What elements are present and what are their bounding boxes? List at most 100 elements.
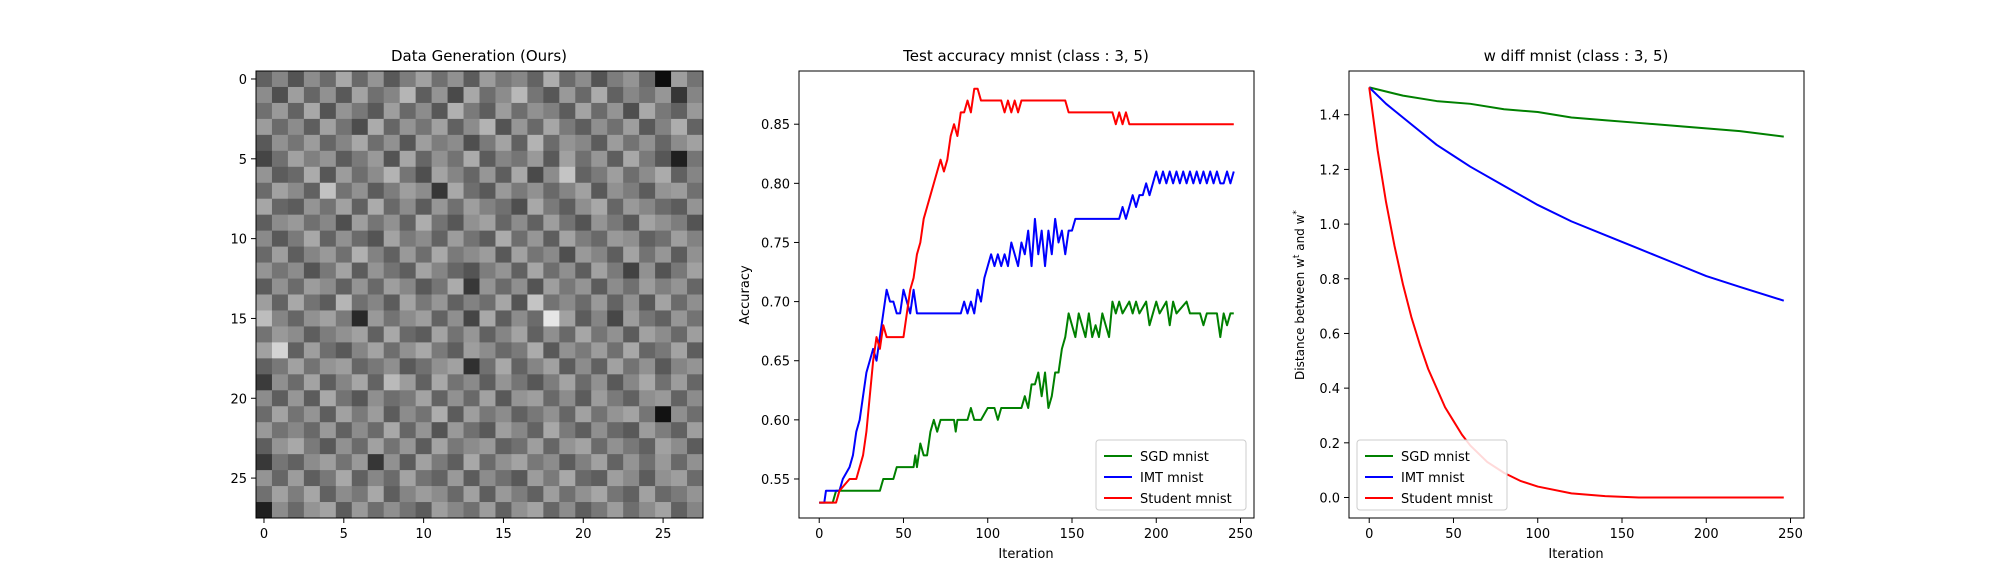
heatmap-cell xyxy=(271,470,289,487)
heatmap-cell xyxy=(335,406,353,423)
heatmap-cell xyxy=(687,438,704,455)
heatmap-cell xyxy=(271,390,289,407)
heatmap-cell xyxy=(527,374,544,391)
heatmap-cell xyxy=(415,134,432,152)
heatmap-cell xyxy=(383,390,401,407)
heatmap-cell xyxy=(511,310,528,327)
heatmap-cell xyxy=(319,182,337,200)
heatmap-cell xyxy=(287,422,305,439)
heatmap-cell xyxy=(351,470,369,487)
heatmap-cell xyxy=(607,278,624,295)
heatmap-cell xyxy=(671,198,688,216)
heatmap-cell xyxy=(511,294,528,311)
heatmap-cell xyxy=(319,326,337,343)
heatmap-cell xyxy=(383,502,401,519)
heatmap-cell xyxy=(495,294,512,311)
heatmap-cell xyxy=(335,182,353,200)
heatmap-cell xyxy=(256,246,273,263)
heatmap-cells xyxy=(256,71,704,519)
x-tick-label: 20 xyxy=(575,527,592,542)
heatmap-cell xyxy=(671,134,688,152)
heatmap-cell xyxy=(463,198,480,216)
y-tick-label: 1.2 xyxy=(1319,163,1340,178)
heatmap-cell xyxy=(591,390,608,407)
heatmap-cell xyxy=(399,390,417,407)
heatmap-cell xyxy=(671,102,688,120)
heatmap-cell xyxy=(367,246,385,263)
heatmap-cell xyxy=(319,246,337,263)
heatmap-cell xyxy=(655,71,672,88)
heatmap-cell xyxy=(559,86,576,104)
heatmap-cell xyxy=(495,502,512,519)
heatmap-cell xyxy=(575,230,592,247)
heatmap-cell xyxy=(479,150,496,168)
heatmap-cell xyxy=(607,454,624,471)
heatmap-cell xyxy=(639,198,656,216)
heatmap-cell xyxy=(415,198,432,216)
heatmap-cell xyxy=(527,390,544,407)
heatmap-cell xyxy=(447,406,464,423)
heatmap-cell xyxy=(607,166,624,184)
heatmap-cell xyxy=(415,262,432,279)
heatmap-cell xyxy=(559,262,576,279)
heatmap-cell xyxy=(335,326,353,343)
heatmap-cell xyxy=(256,390,273,407)
heatmap-cell xyxy=(559,438,576,455)
heatmap-cell xyxy=(447,342,464,359)
heatmap-cell xyxy=(495,438,512,455)
heatmap-cell xyxy=(383,406,401,423)
heatmap-cell xyxy=(543,374,560,391)
heatmap-cell xyxy=(303,294,321,311)
heatmap-cell xyxy=(319,71,337,88)
heatmap-cell xyxy=(639,358,656,375)
heatmap-cell xyxy=(607,486,624,503)
heatmap-cell xyxy=(671,454,688,471)
heatmap-cell xyxy=(543,150,560,168)
heatmap-cell xyxy=(575,294,592,311)
heatmap-cell xyxy=(559,358,576,375)
heatmap-cell xyxy=(303,406,321,423)
heatmap-x-ticks: 0 5 10 15 20 25 xyxy=(260,518,671,542)
heatmap-cell xyxy=(399,502,417,519)
heatmap-cell xyxy=(687,166,704,184)
heatmap-cell xyxy=(415,454,432,471)
heatmap-cell xyxy=(335,86,353,104)
heatmap-cell xyxy=(687,182,704,200)
heatmap-cell xyxy=(591,182,608,200)
heatmap-cell xyxy=(687,134,704,152)
heatmap-cell xyxy=(287,310,305,327)
heatmap-cell xyxy=(319,342,337,359)
heatmap-cell xyxy=(511,134,528,152)
heatmap-cell xyxy=(559,486,576,503)
heatmap-cell xyxy=(623,198,640,216)
heatmap-cell xyxy=(495,166,512,184)
x-tick-label: 100 xyxy=(1525,527,1550,542)
heatmap-cell xyxy=(687,294,704,311)
heatmap-cell xyxy=(463,71,480,88)
heatmap-cell xyxy=(271,214,289,232)
heatmap-cell xyxy=(543,262,560,279)
heatmap-cell xyxy=(447,262,464,279)
y-tick-label: 0.55 xyxy=(761,473,790,488)
heatmap-cell xyxy=(256,358,273,375)
heatmap-cell xyxy=(415,358,432,375)
heatmap-cell xyxy=(383,342,401,359)
heatmap-cell xyxy=(335,486,353,503)
x-tick-label: 100 xyxy=(975,527,1000,542)
heatmap-cell xyxy=(639,278,656,295)
heatmap-cell xyxy=(575,310,592,327)
heatmap-cell xyxy=(463,134,480,152)
heatmap-cell xyxy=(639,470,656,487)
heatmap-cell xyxy=(319,486,337,503)
heatmap-cell xyxy=(655,294,672,311)
heatmap-cell xyxy=(256,150,273,168)
heatmap-cell xyxy=(383,422,401,439)
heatmap-cell xyxy=(367,438,385,455)
heatmap-cell xyxy=(575,118,592,136)
heatmap-cell xyxy=(399,86,417,104)
heatmap-cell xyxy=(687,326,704,343)
heatmap-cell xyxy=(527,502,544,519)
heatmap-cell xyxy=(511,454,528,471)
heatmap-cell xyxy=(575,262,592,279)
